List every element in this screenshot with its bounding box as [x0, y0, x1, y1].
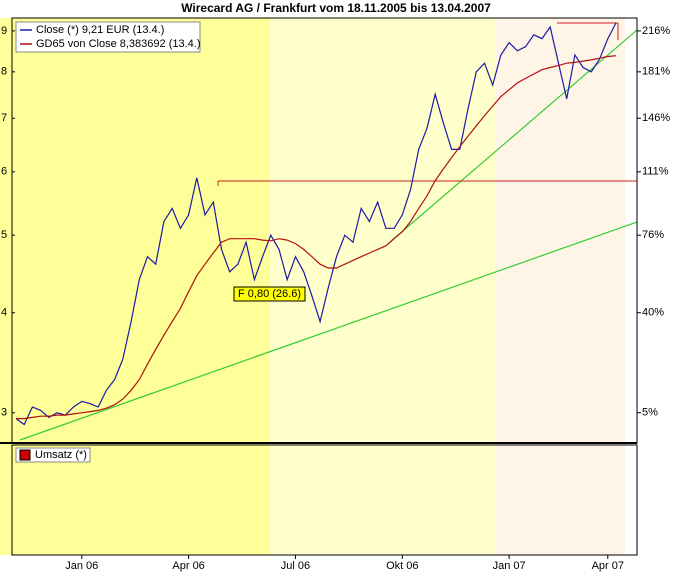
band	[270, 18, 495, 555]
y-tick-label: 5	[1, 229, 7, 241]
y2-tick-label: 181%	[642, 66, 670, 78]
x-tick-label: Apr 07	[592, 560, 624, 572]
y2-tick-label: 111%	[642, 166, 669, 178]
y-tick-label: 9	[1, 25, 7, 37]
x-tick-label: Okt 06	[386, 560, 418, 572]
y-tick-label: 4	[1, 307, 7, 319]
x-tick-label: Jul 06	[281, 560, 310, 572]
chart-title: Wirecard AG / Frankfurt vom 18.11.2005 b…	[181, 1, 491, 15]
annotation-box	[233, 286, 306, 302]
y-tick-label: 8	[1, 66, 7, 78]
legend-label: Close (*) 9,21 EUR (13.4.)	[36, 24, 164, 36]
band	[0, 18, 270, 555]
y-tick-label: 3	[1, 407, 7, 419]
series-line	[16, 55, 617, 420]
band	[495, 18, 625, 555]
y2-tick-label: 216%	[642, 25, 670, 37]
y2-tick-label: 146%	[642, 112, 670, 124]
volume-frame	[11, 444, 638, 556]
y2-tick-label: 40%	[642, 307, 664, 319]
y2-tick-label: 5%	[642, 407, 658, 419]
legend	[15, 21, 201, 53]
annotation: F 0,80 (26.6)	[238, 288, 301, 300]
y2-tick-label: 76%	[642, 229, 664, 241]
marks	[15, 22, 617, 426]
volume-legend-label: Umsatz (*)	[35, 449, 87, 461]
volume-legend	[15, 447, 91, 463]
series-line	[15, 22, 617, 426]
y-tick-label: 6	[1, 166, 7, 178]
trend-line	[19, 221, 638, 441]
legend-label: GD65 von Close 8,383692 (13.4.)	[36, 38, 201, 50]
volume-swatch	[19, 449, 31, 461]
x-tick-label: Apr 06	[172, 560, 204, 572]
x-tick-label: Jan 06	[65, 560, 98, 572]
y-tick-label: 7	[1, 112, 7, 124]
x-tick-label: Jan 07	[493, 560, 526, 572]
